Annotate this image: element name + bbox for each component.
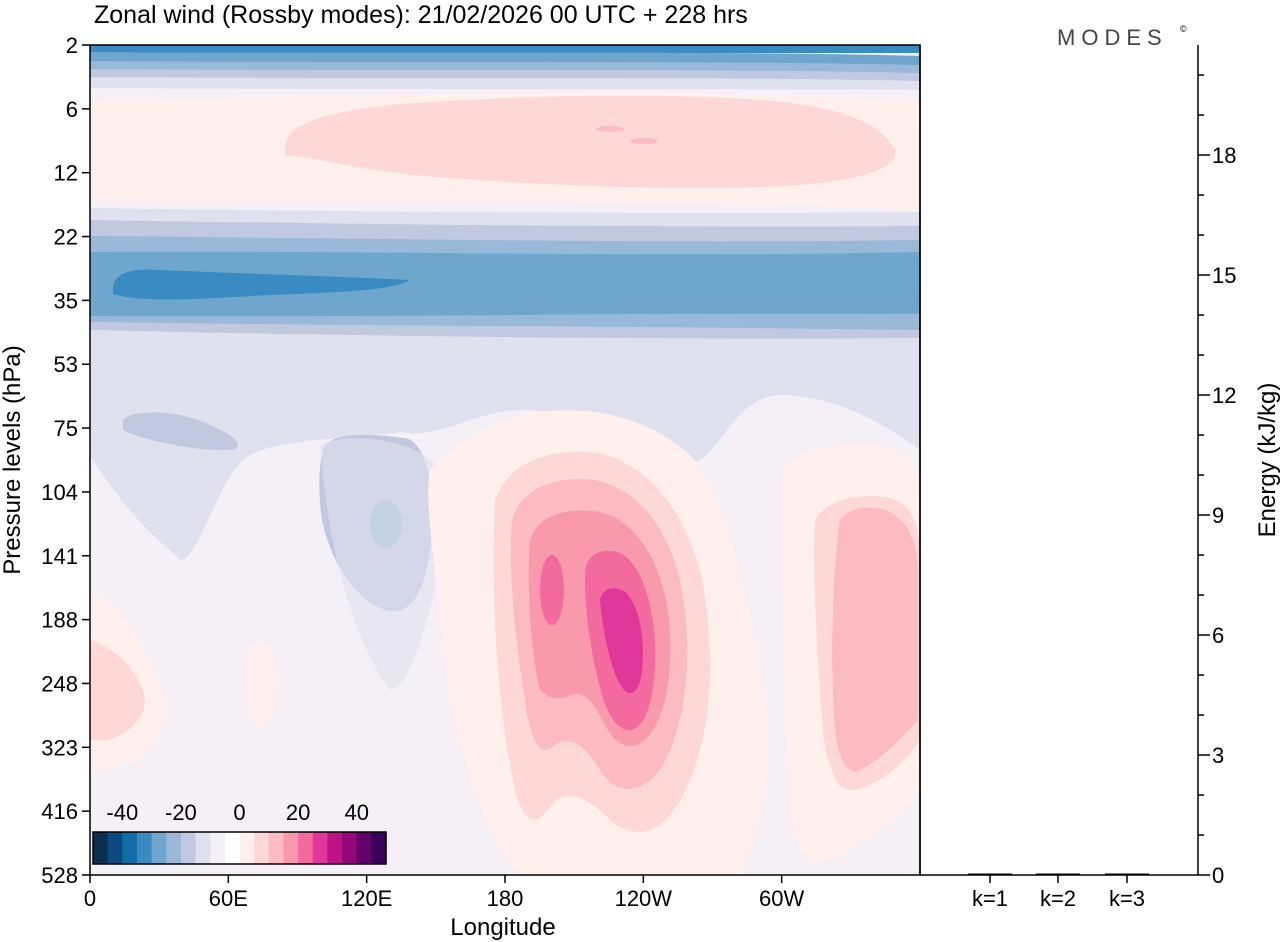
energy-tick-label: 15 — [1212, 263, 1236, 288]
colorbar-tick-label: 20 — [286, 800, 310, 825]
colorbar-swatch — [342, 832, 358, 864]
colorbar-swatch — [195, 832, 211, 864]
energy-tick-label: 0 — [1212, 863, 1224, 888]
colorbar-swatch — [107, 832, 123, 864]
easterly-halo — [320, 438, 440, 690]
colorbar-swatch — [210, 832, 226, 864]
category-label: k=1 — [972, 886, 1008, 911]
energy-tick-label: 9 — [1212, 503, 1224, 528]
y-tick-label: 104 — [41, 480, 78, 505]
colorbar-swatch — [136, 832, 153, 864]
colorbar-swatch — [122, 832, 138, 864]
energy-axis-label: Energy (kJ/kg) — [1254, 383, 1280, 538]
x-axis-label: Longitude — [450, 914, 555, 941]
energy-tick-label: 12 — [1212, 383, 1236, 408]
colorbar-swatch — [371, 832, 387, 864]
y-tick-label: 12 — [54, 161, 78, 186]
colorbar-swatch — [298, 832, 314, 864]
x-tick-label: 180 — [487, 886, 524, 911]
brand-logo: MODES — [1057, 25, 1168, 50]
y-tick-label: 75 — [54, 416, 78, 441]
x-tick-label: 60E — [209, 886, 248, 911]
colorbar-swatch — [166, 832, 182, 864]
y-tick-label: 53 — [54, 352, 78, 377]
spot-westerly-b — [630, 138, 658, 144]
colorbar-swatch — [356, 832, 372, 864]
region-weak-easterly — [90, 330, 920, 560]
colorbar-frame — [92, 831, 387, 865]
patch-lower-left-inner — [90, 640, 146, 741]
spot-easterly-west — [123, 412, 239, 451]
colorbar-swatch — [283, 832, 299, 864]
y-axis-label: Pressure levels (hPa) — [0, 345, 26, 574]
energy-bar — [968, 873, 1012, 875]
colorbar: -40 -20 0 20 40 — [92, 800, 387, 865]
colorbar-tick-label: -20 — [165, 800, 197, 825]
energy-ticks: 0 3 6 9 12 15 18 — [1198, 74, 1236, 888]
jet-secondary-core — [540, 555, 564, 625]
colorbar-swatch — [239, 832, 255, 864]
y-tick-label: 323 — [41, 735, 78, 760]
y-tick-label: 188 — [41, 608, 78, 633]
energy-bars: k=1 k=2 k=3 — [968, 873, 1149, 911]
brand-mark: © — [1180, 24, 1187, 34]
patch-60e — [246, 642, 278, 729]
colorbar-swatch — [180, 832, 197, 864]
energy-tick-label: 6 — [1212, 623, 1224, 648]
x-tick-label: 120W — [615, 886, 673, 911]
category-label: k=2 — [1040, 886, 1076, 911]
colorbar-swatch — [151, 832, 167, 864]
wind-field — [90, 45, 920, 875]
colorbar-tick-label: -40 — [106, 800, 138, 825]
band-mid-westerly — [285, 95, 896, 189]
west-jet-core — [832, 507, 918, 772]
y-tick-label: 528 — [41, 863, 78, 888]
category-label: k=3 — [1109, 886, 1145, 911]
y-tick-label: 22 — [54, 225, 78, 250]
colorbar-swatch — [312, 832, 328, 864]
band-e-4 — [90, 251, 920, 317]
y-tick-label: 141 — [41, 544, 78, 569]
y-tick-label: 6 — [66, 97, 78, 122]
x-tick-label: 0 — [84, 886, 96, 911]
colorbar-tick-label: 40 — [344, 800, 368, 825]
energy-tick-label: 3 — [1212, 743, 1224, 768]
x-tick-label: 60W — [759, 886, 804, 911]
x-tick-label: 120E — [341, 886, 392, 911]
colorbar-swatch — [254, 832, 270, 864]
colorbar-swatch — [268, 832, 285, 864]
colorbar-swatch — [93, 832, 109, 864]
colorbar-swatch — [224, 832, 241, 864]
band-e-core — [112, 269, 411, 300]
colorbar-swatch — [327, 832, 343, 864]
colorbar-tick-label: 0 — [233, 800, 245, 825]
y-ticks: 2 6 12 22 35 53 75 104 141 188 248 323 416 528 — [41, 33, 90, 888]
y-tick-label: 2 — [66, 33, 78, 58]
energy-bar — [1105, 873, 1149, 875]
energy-bar — [1036, 873, 1080, 875]
chart-title: Zonal wind (Rossby modes): 21/02/2026 00… — [94, 1, 748, 29]
y-tick-label: 248 — [41, 671, 78, 696]
y-tick-label: 35 — [54, 288, 78, 313]
band-top-faint-easterly — [90, 77, 920, 90]
y-tick-label: 416 — [41, 799, 78, 824]
x-ticks: 0 60E 120E 180 120W 60W — [84, 875, 805, 911]
spot-westerly-a — [596, 126, 624, 132]
jet-core — [600, 588, 643, 694]
band-top-strong-easterly — [90, 45, 920, 53]
energy-tick-label: 18 — [1212, 143, 1236, 168]
